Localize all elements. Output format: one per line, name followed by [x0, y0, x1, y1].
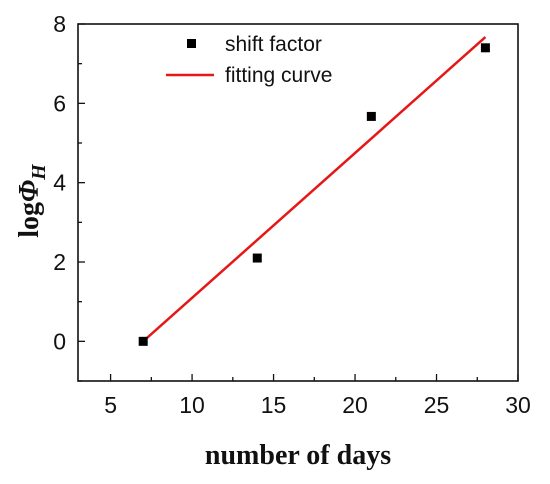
y-tick-label: 4 — [53, 170, 66, 196]
legend-label-fitting-curve: fitting curve — [225, 64, 332, 87]
x-tick-label: 30 — [505, 392, 531, 418]
y-tick-label: 0 — [53, 328, 66, 354]
legend-label-shift-factor: shift factor — [225, 33, 322, 56]
shift-factor-point — [138, 336, 148, 346]
x-tick-label: 10 — [179, 392, 205, 418]
shift-factor-point — [366, 111, 376, 121]
y-tick-label: 6 — [53, 90, 66, 116]
x-tick-label: 15 — [261, 392, 287, 418]
x-axis-ticks: 5 10 15 20 25 30 — [104, 374, 531, 418]
y-tick-label: 2 — [53, 249, 66, 275]
shift-factor-point — [252, 253, 262, 263]
shift-factor-point — [480, 43, 490, 53]
x-tick-label: 20 — [342, 392, 368, 418]
legend: shift factor fitting curve — [166, 33, 332, 87]
y-axis-title-base: log — [14, 202, 45, 238]
y-axis-title-symbol: Φ — [14, 180, 45, 202]
y-axis-title: logΦH — [14, 163, 50, 238]
y-tick-label: 8 — [53, 11, 66, 37]
x-tick-label: 25 — [424, 392, 450, 418]
y-axis-title-subscript: H — [28, 163, 50, 181]
series-layer — [138, 36, 490, 346]
y-axis-ticks: 0 2 4 6 8 — [53, 11, 85, 382]
x-tick-label: 5 — [104, 392, 117, 418]
legend-marker-shift-factor — [187, 39, 196, 48]
x-axis-title: number of days — [205, 440, 391, 471]
fitting-curve-line — [142, 36, 487, 343]
